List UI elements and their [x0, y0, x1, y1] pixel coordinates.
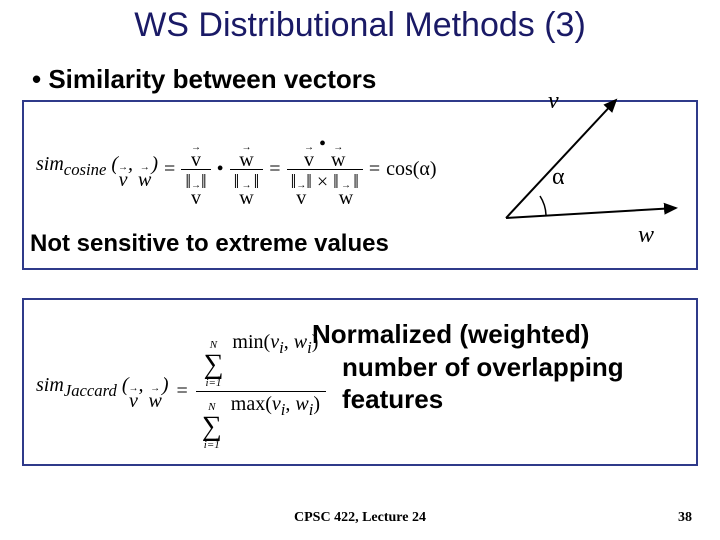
eq2: = — [269, 158, 280, 181]
frac-w: →w ‖→w‖ — [230, 134, 264, 205]
cosine-box: simcosine (→v, →w) = →v ‖→v‖ • →w ‖→w‖ =… — [22, 100, 698, 270]
cosine-formula: simcosine (→v, →w) = →v ‖→v‖ • →w ‖→w‖ =… — [36, 134, 437, 205]
eq1: = — [164, 158, 175, 181]
slide: WS Distributional Methods (3) Similarity… — [0, 0, 720, 540]
w-label: w — [638, 222, 654, 249]
slide-title: WS Distributional Methods (3) — [0, 6, 720, 45]
vector-diagram-svg — [486, 88, 686, 258]
cosine-note: Not sensitive to extreme values — [30, 230, 389, 258]
frac-v: →v ‖→v‖ — [181, 134, 210, 205]
jaccard-note-l1: Normalized (weighted) — [312, 319, 589, 349]
bullet-similarity: Similarity between vectors — [32, 64, 376, 95]
vector-diagram: v α w — [486, 88, 686, 258]
fn-sim: sim — [36, 153, 64, 175]
eq3: = — [369, 158, 380, 181]
jaccard-note-l2: number of overlapping — [312, 351, 702, 384]
footer-lecture: CPSC 422, Lecture 24 — [0, 510, 720, 526]
dot1: • — [217, 158, 224, 181]
v-label: v — [548, 88, 559, 115]
fn-sub: cosine — [64, 160, 107, 179]
jaccard-note: Normalized (weighted) number of overlapp… — [312, 318, 702, 416]
alpha-label: α — [552, 164, 565, 191]
frac-full: →v • →w ‖→v‖ × ‖→w‖ — [287, 134, 363, 205]
jaccard-box: simJaccard (→v, →w) = N ∑ i=1 min(vi, wi… — [22, 298, 698, 466]
cos-alpha: cos(α) — [386, 158, 436, 181]
jaccard-formula: simJaccard (→v, →w) = N ∑ i=1 min(vi, wi… — [36, 330, 326, 453]
jaccard-fraction: N ∑ i=1 min(vi, wi) N ∑ i=1 max(vi, wi) — [196, 330, 326, 453]
footer-page-number: 38 — [678, 510, 692, 526]
jaccard-note-l3: features — [312, 383, 702, 416]
